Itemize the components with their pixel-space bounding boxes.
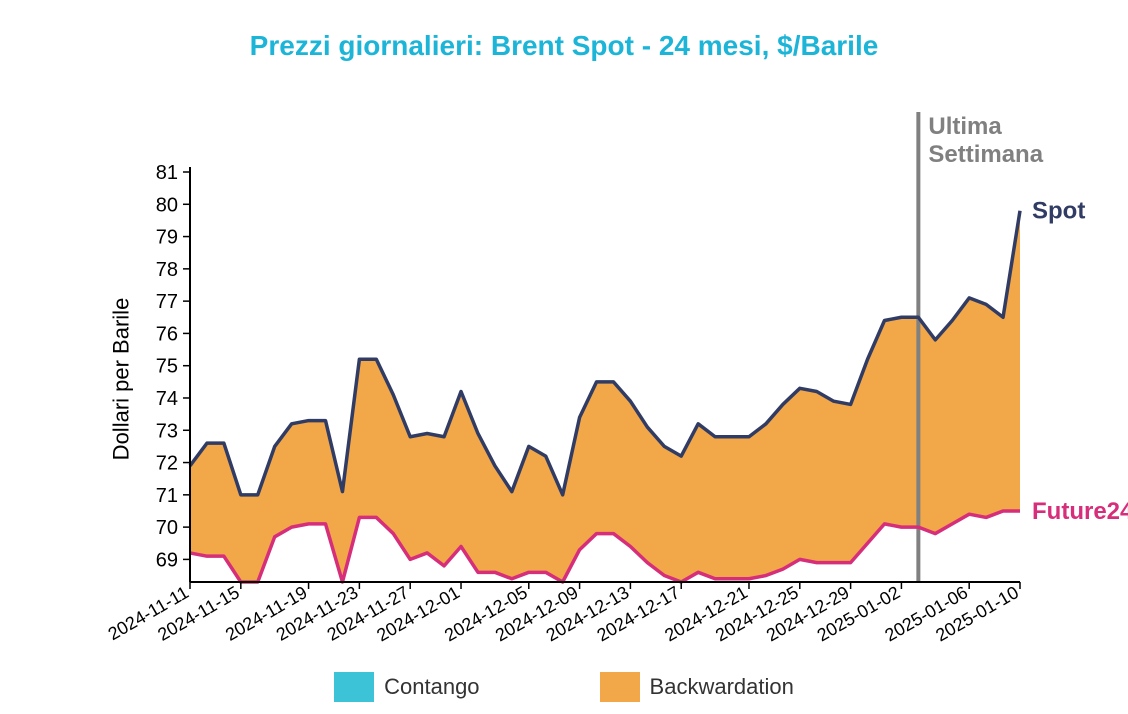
chart-container: Dollari per Barile UltimaSettimana Spot Fu… — [0, 82, 1128, 662]
y-tick-label: 77 — [156, 291, 178, 313]
chart-svg: UltimaSettimana Spot Future24 69 70 71 72 73 74 7… — [0, 82, 1128, 662]
legend-label-backwardation: Backwardation — [650, 674, 794, 700]
y-tick-label: 70 — [156, 517, 178, 539]
legend-swatch-backwardation — [600, 672, 640, 702]
y-tick-label: 80 — [156, 194, 178, 216]
y-tick-label: 79 — [156, 227, 178, 249]
y-tick-label: 81 — [156, 162, 178, 184]
ultima-settimana-label-2: Settimana — [928, 141, 1043, 168]
legend: Contango Backwardation — [0, 672, 1128, 702]
legend-swatch-contango — [334, 672, 374, 702]
y-tick-label: 73 — [156, 420, 178, 442]
y-tick-label: 72 — [156, 453, 178, 475]
y-tick-label: 75 — [156, 356, 178, 378]
y-tick-label: 78 — [156, 259, 178, 281]
y-axis-label: Dollari per Barile — [108, 298, 134, 461]
y-tick-label: 71 — [156, 485, 178, 507]
y-tick-label: 76 — [156, 323, 178, 345]
legend-label-contango: Contango — [384, 674, 479, 700]
y-tick-label: 74 — [156, 388, 178, 410]
spot-series-label: Spot — [1032, 198, 1085, 225]
legend-item-contango: Contango — [334, 672, 479, 702]
chart-title: Prezzi giornalieri: Brent Spot - 24 mesi… — [0, 0, 1128, 62]
legend-item-backwardation: Backwardation — [600, 672, 794, 702]
y-tick-label: 69 — [156, 549, 178, 571]
ultima-settimana-label-1: Ultima — [928, 113, 1002, 140]
future24-series-label: Future24 — [1032, 498, 1128, 525]
